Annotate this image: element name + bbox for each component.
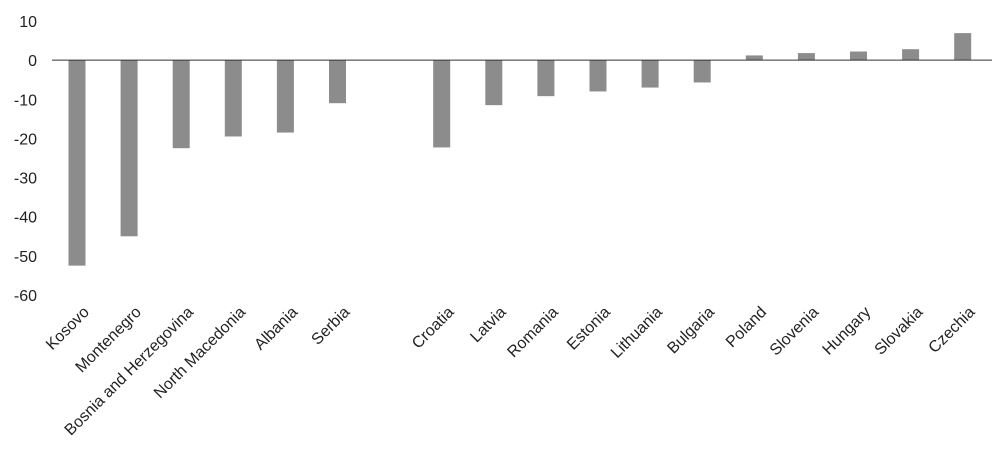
y-tick-label: -10 [14, 92, 37, 109]
category-label: Albania [251, 304, 301, 354]
bar [589, 60, 607, 92]
bars [68, 33, 972, 266]
bar [850, 51, 867, 61]
y-tick-label: 10 [19, 14, 37, 31]
bar [745, 55, 763, 61]
y-tick-label: -30 [14, 171, 37, 188]
category-label: Bulgaria [664, 304, 718, 358]
category-label: Latvia [467, 304, 509, 346]
bar [485, 60, 503, 106]
bar [172, 60, 190, 149]
category-label: Lithuania [608, 304, 666, 362]
category-label: Poland [723, 304, 770, 351]
bar [329, 60, 346, 104]
bar [68, 60, 86, 266]
category-label: Slovenia [767, 304, 822, 359]
bar [954, 33, 972, 61]
bar [120, 60, 138, 237]
category-label: Estonia [564, 304, 614, 354]
y-tick-label: -40 [14, 210, 37, 227]
bar [693, 60, 711, 83]
bar [537, 60, 555, 97]
y-tick-label: -50 [14, 249, 37, 266]
bar [433, 60, 451, 148]
category-label: Hungary [820, 304, 875, 359]
category-label: Kosovo [43, 304, 93, 354]
y-axis-ticks: 10 0 -10 -20 -30 -40 -50 -60 [14, 14, 37, 305]
category-label: North Macedonia [151, 304, 249, 402]
y-tick-label: -60 [14, 288, 37, 305]
category-label: Serbia [309, 304, 354, 349]
bar [641, 60, 659, 88]
category-label: Romania [504, 304, 561, 361]
category-label: Croatia [409, 304, 458, 353]
category-label: Czechia [926, 304, 979, 357]
bar [276, 60, 294, 133]
bar [797, 53, 815, 61]
y-tick-label: 0 [28, 53, 37, 70]
bar [224, 60, 242, 137]
y-tick-label: -20 [14, 131, 37, 148]
category-label: Slovakia [872, 304, 927, 359]
bar [902, 49, 920, 61]
